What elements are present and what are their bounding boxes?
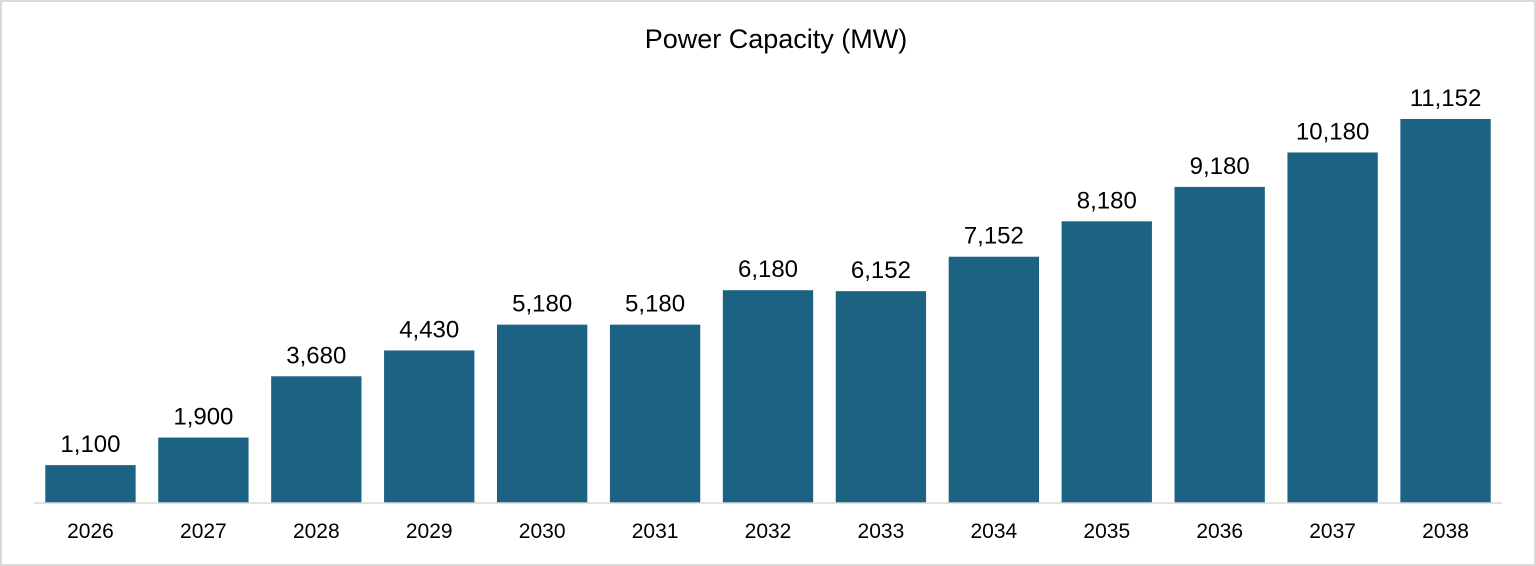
value-label-2028: 3,680 — [286, 342, 346, 369]
x-tick-label-2032: 2032 — [745, 520, 792, 543]
bar-2028 — [271, 376, 362, 503]
x-tick-label-2029: 2029 — [406, 520, 453, 543]
value-label-2032: 6,180 — [738, 256, 798, 283]
bar-2027 — [158, 437, 249, 503]
x-tick-labels-group: 2026 2027 2028 2029 2030 2031 2032 2033 2034 2035… — [67, 520, 1469, 543]
x-tick-label-2037: 2037 — [1309, 520, 1356, 543]
bar-2031 — [609, 324, 701, 503]
bar-2035 — [1061, 221, 1152, 503]
x-tick-label-2036: 2036 — [1196, 520, 1243, 543]
x-tick-label-2031: 2031 — [632, 520, 679, 543]
value-label-2037: 10,180 — [1296, 118, 1369, 145]
value-labels-group: 1,100 1,900 3,680 4,430 5,180 5,180 6,180 6,152… — [60, 85, 1481, 458]
value-label-2027: 1,900 — [173, 404, 233, 431]
value-label-2034: 7,152 — [964, 223, 1024, 250]
bars-group — [45, 119, 1491, 503]
value-label-2038: 11,152 — [1410, 85, 1482, 112]
x-tick-label-2033: 2033 — [858, 520, 905, 543]
value-label-2031: 5,180 — [625, 291, 685, 318]
bar-2038 — [1400, 119, 1491, 503]
x-tick-label-2035: 2035 — [1083, 520, 1130, 543]
bar-2026 — [45, 465, 136, 503]
value-label-2026: 1,100 — [60, 431, 120, 458]
value-label-2030: 5,180 — [512, 291, 572, 318]
x-tick-label-2038: 2038 — [1422, 520, 1469, 543]
chart-title: Power Capacity (MW) — [645, 24, 908, 54]
x-tick-label-2030: 2030 — [519, 520, 566, 543]
bar-2030 — [496, 324, 588, 503]
value-label-2029: 4,430 — [399, 316, 459, 343]
bar-2032 — [722, 290, 814, 503]
x-tick-label-2027: 2027 — [180, 520, 227, 543]
bar-2034 — [948, 256, 1040, 503]
x-tick-label-2028: 2028 — [293, 520, 340, 543]
value-label-2035: 8,180 — [1077, 187, 1137, 214]
bar-2033 — [835, 291, 927, 503]
bar-2037 — [1287, 152, 1378, 503]
x-tick-label-2034: 2034 — [970, 520, 1017, 543]
value-label-2036: 9,180 — [1190, 153, 1250, 180]
value-label-2033: 6,152 — [851, 257, 911, 284]
bar-2029 — [384, 350, 475, 503]
bar-2036 — [1174, 186, 1265, 503]
x-tick-label-2026: 2026 — [67, 520, 114, 543]
